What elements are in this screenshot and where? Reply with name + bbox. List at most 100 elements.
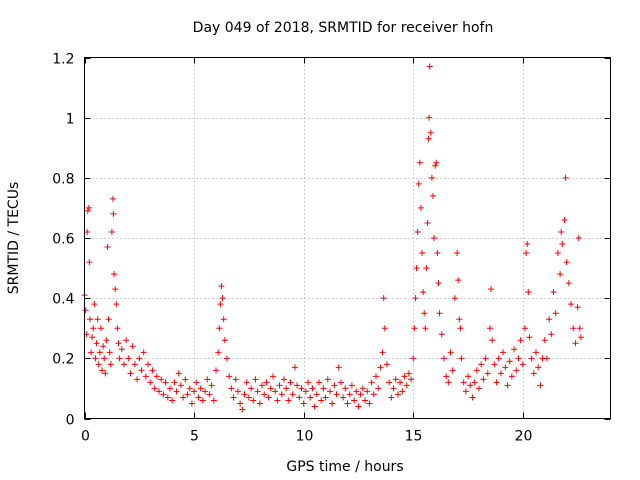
data-point	[195, 394, 202, 401]
data-point	[411, 325, 418, 332]
data-point	[357, 391, 364, 398]
data-point	[93, 340, 100, 347]
data-point	[522, 325, 529, 332]
data-point	[502, 364, 509, 371]
data-point	[97, 325, 104, 332]
data-point	[386, 379, 393, 386]
data-point	[115, 340, 122, 347]
data-point	[322, 394, 329, 401]
data-point	[160, 391, 167, 398]
data-point	[145, 361, 152, 368]
data-point	[294, 382, 301, 389]
data-point	[432, 162, 439, 169]
data-point	[417, 204, 424, 211]
data-point	[88, 349, 95, 356]
data-point	[394, 391, 401, 398]
data-point	[102, 370, 109, 377]
data-point	[478, 361, 485, 368]
data-point	[250, 397, 257, 404]
data-point	[261, 391, 268, 398]
data-point	[353, 388, 360, 395]
data-point	[506, 358, 513, 365]
data-point	[199, 397, 206, 404]
data-point	[129, 343, 136, 350]
data-point	[90, 325, 97, 332]
data-point	[379, 349, 386, 356]
data-point	[388, 394, 395, 401]
data-point	[508, 373, 515, 380]
data-point	[532, 349, 539, 356]
data-point	[465, 373, 472, 380]
data-point	[114, 325, 121, 332]
data-point	[107, 361, 114, 368]
grid	[84, 57, 611, 419]
data-point	[173, 388, 180, 395]
data-point	[497, 370, 504, 377]
data-point	[193, 379, 200, 386]
data-point	[427, 129, 434, 136]
data-point	[134, 376, 141, 383]
data-point	[313, 391, 320, 398]
data-point	[335, 364, 342, 371]
data-point	[105, 316, 112, 323]
data-point	[575, 235, 582, 241]
data-point	[276, 382, 283, 389]
data-point	[530, 370, 537, 377]
data-point	[415, 180, 422, 187]
data-point	[259, 382, 266, 389]
data-point	[434, 250, 441, 257]
data-point	[410, 355, 417, 362]
x-tick-labels: 0 5 10 15 20	[81, 429, 532, 445]
data-point	[226, 373, 233, 380]
x-tick-label: 20	[515, 429, 533, 445]
data-point	[420, 289, 427, 296]
data-point	[210, 397, 217, 404]
data-point	[451, 295, 458, 302]
data-point	[149, 367, 156, 374]
data-point	[289, 391, 296, 398]
data-point	[559, 241, 566, 248]
data-point	[414, 228, 421, 235]
data-point	[467, 382, 474, 389]
data-point	[449, 367, 456, 374]
data-point	[375, 385, 382, 392]
data-point	[221, 337, 228, 344]
data-point	[565, 280, 572, 287]
data-point	[162, 379, 169, 386]
data-point	[138, 367, 145, 374]
data-point	[110, 210, 117, 217]
data-point	[359, 385, 366, 392]
data-point	[381, 325, 388, 332]
data-point	[256, 400, 263, 407]
data-point	[342, 385, 349, 392]
data-point	[234, 388, 241, 395]
data-point	[558, 228, 565, 235]
data-point	[291, 364, 298, 371]
data-point	[372, 373, 379, 380]
data-point	[525, 289, 532, 296]
data-point	[305, 379, 312, 386]
data-point	[120, 361, 127, 368]
data-point	[331, 382, 338, 389]
x-tick-label: 5	[190, 429, 199, 445]
data-point	[524, 241, 531, 248]
data-point	[515, 355, 522, 362]
data-point	[431, 235, 438, 241]
data-point	[232, 376, 239, 383]
y-tick-label: 1.2	[52, 52, 74, 68]
data-point	[125, 355, 132, 362]
data-point	[112, 286, 119, 293]
x-tick-label: 0	[81, 429, 90, 445]
data-point	[454, 250, 461, 257]
data-point	[513, 367, 520, 374]
data-point	[421, 310, 428, 317]
data-point	[399, 388, 406, 395]
data-point	[489, 337, 496, 344]
data-point	[403, 382, 410, 389]
data-point	[191, 388, 198, 395]
data-point	[274, 397, 281, 404]
data-point	[123, 337, 130, 344]
data-point	[500, 349, 507, 356]
data-point	[511, 346, 518, 353]
data-point	[435, 280, 442, 287]
